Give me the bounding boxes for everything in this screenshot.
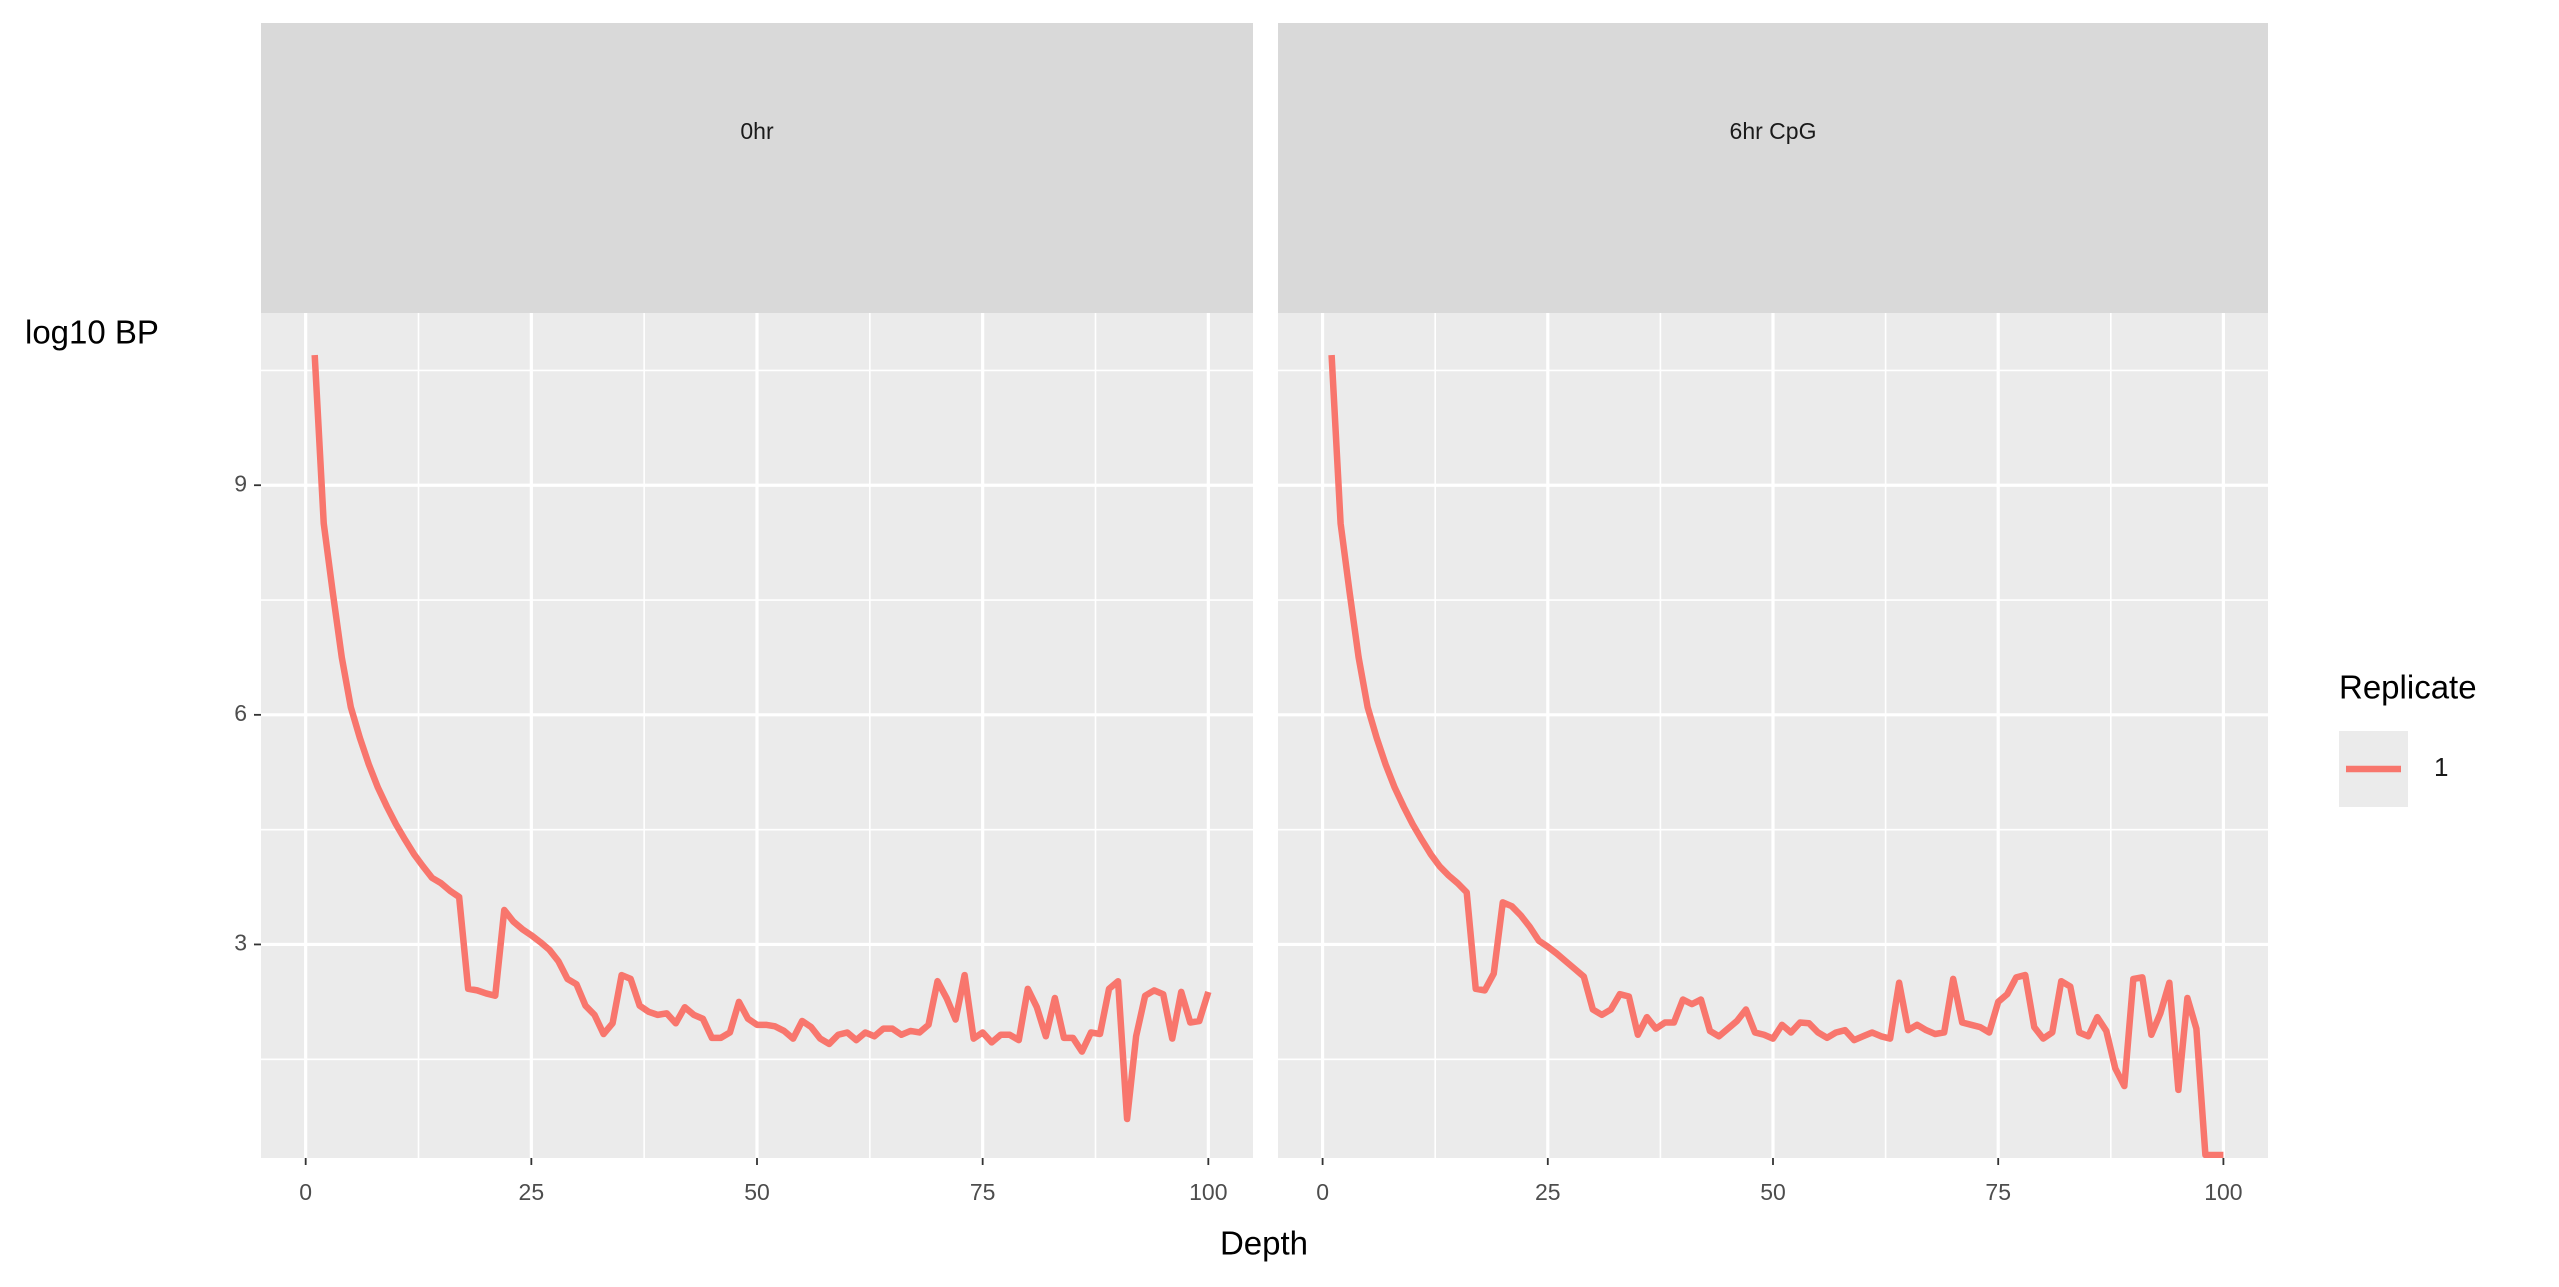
strip [1278, 23, 2268, 313]
x-tick-label: 100 [2204, 1179, 2242, 1205]
x-tick-label: 0 [299, 1179, 312, 1205]
x-tick-label: 100 [1189, 1179, 1227, 1205]
legend-label: 1 [2434, 752, 2448, 782]
y-tick-label: 3 [234, 930, 247, 956]
strip-label: 6hr CpG [1730, 118, 1817, 144]
x-tick-label: 75 [1985, 1179, 2011, 1205]
y-tick-label: 9 [234, 470, 247, 496]
y-tick-label: 6 [234, 700, 247, 726]
series-line [1328, 354, 2224, 1158]
strip-label: 0hr [740, 118, 774, 144]
x-tick-label: 0 [1316, 1179, 1329, 1205]
strip [261, 23, 1253, 313]
y-axis-title: log10 BP [25, 314, 159, 351]
x-axis-title: Depth [1220, 1225, 1308, 1262]
series-line [311, 354, 1212, 1123]
x-tick-label: 75 [970, 1179, 996, 1205]
x-tick-label: 25 [519, 1179, 545, 1205]
legend-title: Replicate [2339, 669, 2477, 706]
x-tick-label: 50 [744, 1179, 770, 1205]
x-tick-label: 50 [1760, 1179, 1786, 1205]
x-tick-label: 25 [1535, 1179, 1561, 1205]
